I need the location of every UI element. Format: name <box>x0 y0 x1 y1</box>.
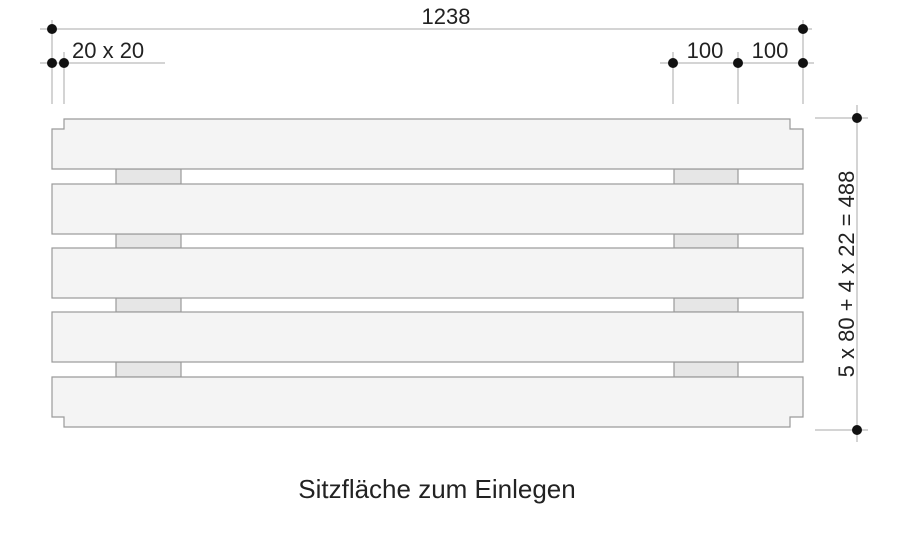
spacer-offset-1-label: 100 <box>687 38 724 63</box>
dimension-total-width: 5 x 80 + 4 x 22 = 488 <box>815 105 868 442</box>
total-length-label: 1238 <box>422 4 471 29</box>
dimension-corner-notch: 20 x 20 <box>40 38 165 104</box>
boards <box>51 118 804 428</box>
diagram-caption: Sitzfläche zum Einlegen <box>298 474 575 504</box>
dimension-total-length: 1238 <box>40 4 812 104</box>
board-1 <box>51 118 804 170</box>
board-3 <box>51 247 804 299</box>
spacer-offset-2-label: 100 <box>752 38 789 63</box>
corner-notch-label: 20 x 20 <box>72 38 144 63</box>
board-5 <box>51 376 804 428</box>
total-width-label: 5 x 80 + 4 x 22 = 488 <box>834 171 859 378</box>
dimension-spacer-offsets: 100 100 <box>660 38 814 104</box>
board-2 <box>51 183 804 235</box>
board-4 <box>51 311 804 363</box>
